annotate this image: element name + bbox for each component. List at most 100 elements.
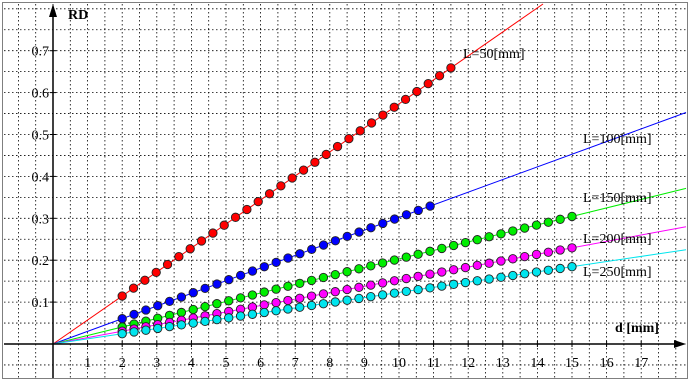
- x-tick-label: 2: [119, 356, 126, 371]
- data-point: [200, 301, 210, 312]
- data-point: [295, 278, 305, 288]
- data-point: [567, 262, 577, 272]
- data-point: [389, 276, 400, 286]
- data-point: [448, 279, 459, 289]
- data-point: [567, 243, 577, 253]
- x-tick-label: 14: [530, 356, 544, 371]
- x-axis-arrowhead: [674, 340, 686, 348]
- x-tick-label: 12: [461, 356, 475, 371]
- data-point: [472, 276, 482, 286]
- data-point: [472, 235, 482, 245]
- data-point: [378, 110, 388, 120]
- data-point: [310, 157, 320, 167]
- data-point: [259, 307, 269, 318]
- data-point: [330, 269, 340, 280]
- data-point: [423, 78, 433, 89]
- x-tick-label: 5: [223, 356, 230, 371]
- data-point: [306, 300, 317, 311]
- data-point: [437, 243, 447, 254]
- y-axis-arrowhead: [49, 4, 57, 17]
- data-point: [401, 252, 411, 262]
- data-point: [253, 196, 263, 207]
- data-point: [259, 287, 269, 297]
- y-tick-label: 0.6: [32, 87, 50, 102]
- data-point: [520, 269, 530, 279]
- data-point: [330, 236, 341, 246]
- data-point: [342, 231, 352, 242]
- data-point: [342, 267, 352, 277]
- data-point: [188, 304, 198, 315]
- y-tick-label: 0.1: [32, 296, 50, 311]
- data-point: [508, 226, 518, 236]
- data-point: [224, 313, 234, 323]
- x-tick-label: 6: [257, 356, 264, 371]
- data-point: [531, 249, 542, 260]
- data-point: [318, 272, 329, 283]
- data-point: [496, 256, 506, 266]
- data-point: [555, 245, 565, 255]
- data-point: [212, 279, 222, 289]
- series-label: L=150[mm]: [583, 191, 652, 206]
- data-point: [366, 280, 376, 290]
- data-point: [271, 306, 281, 316]
- data-point: [117, 329, 127, 339]
- y-tick-label: 0.5: [32, 129, 50, 144]
- data-point: [318, 289, 329, 299]
- data-point: [355, 126, 365, 136]
- data-point: [520, 223, 530, 233]
- data-point: [520, 251, 530, 262]
- data-point: [295, 293, 305, 303]
- data-point: [342, 295, 352, 305]
- series-label: L=250[mm]: [583, 265, 652, 280]
- y-tick-label: 0.3: [32, 212, 50, 227]
- data-point: [295, 302, 305, 312]
- y-tick-label: 0.4: [32, 170, 50, 185]
- data-point: [434, 71, 445, 81]
- y-tick-label: 0.2: [32, 254, 50, 269]
- y-axis-title: RD: [68, 8, 88, 23]
- data-point: [354, 227, 364, 237]
- data-point: [366, 261, 376, 271]
- data-point: [354, 282, 364, 292]
- x-tick-label: 9: [361, 356, 368, 371]
- data-point: [283, 295, 293, 306]
- data-point: [342, 284, 352, 295]
- data-point: [247, 266, 258, 276]
- data-point: [484, 274, 494, 284]
- data-point: [413, 271, 423, 282]
- data-point: [425, 283, 435, 293]
- data-point: [271, 257, 281, 268]
- x-tick-label: 8: [326, 356, 333, 371]
- data-point: [247, 290, 258, 300]
- series-label: L=200[mm]: [583, 232, 652, 247]
- x-tick-label: 1: [84, 356, 91, 371]
- data-point: [401, 210, 412, 220]
- data-point: [200, 316, 210, 327]
- x-tick-label: 15: [565, 356, 579, 371]
- data-point: [508, 254, 518, 264]
- data-point: [366, 292, 376, 302]
- x-tick-label: 13: [496, 356, 510, 371]
- data-point: [555, 214, 565, 224]
- data-point: [555, 263, 565, 274]
- data-point: [531, 267, 542, 277]
- data-point: [212, 314, 222, 325]
- data-point: [354, 264, 364, 274]
- data-point: [460, 237, 471, 248]
- data-point: [413, 249, 423, 259]
- data-point: [389, 288, 400, 298]
- data-points: [117, 63, 577, 339]
- data-point: [307, 244, 317, 255]
- data-point: [140, 275, 150, 285]
- data-point: [219, 220, 229, 230]
- data-point: [425, 201, 435, 211]
- data-point: [224, 296, 234, 306]
- data-point: [128, 283, 139, 293]
- data-point: [366, 118, 377, 128]
- data-point: [425, 269, 435, 279]
- data-point: [567, 211, 577, 222]
- data-point: [117, 314, 127, 324]
- data-point: [508, 270, 518, 281]
- data-point: [448, 265, 459, 275]
